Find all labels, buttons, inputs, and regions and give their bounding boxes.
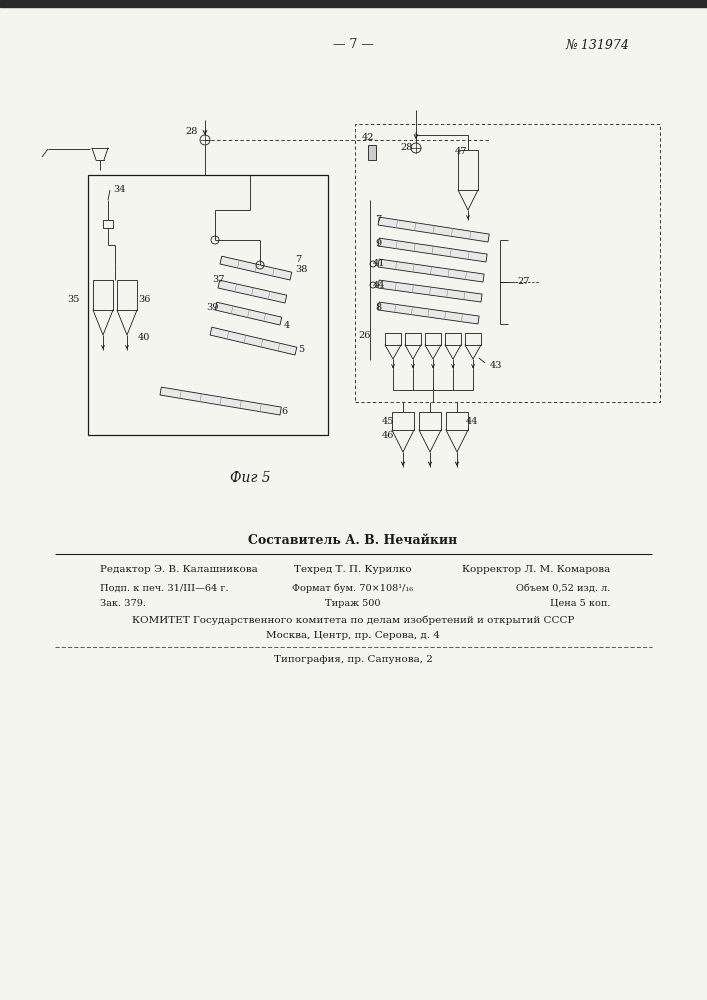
- Text: 26: 26: [358, 330, 370, 340]
- Text: 43: 43: [490, 360, 503, 369]
- Text: Зак. 379.: Зак. 379.: [100, 598, 146, 607]
- Bar: [93, 280, 113, 310]
- Polygon shape: [378, 217, 489, 242]
- Text: Фиг 5: Фиг 5: [230, 471, 270, 485]
- Text: 38: 38: [295, 265, 308, 274]
- Text: 37: 37: [212, 275, 225, 284]
- Text: 6: 6: [281, 408, 287, 416]
- Bar: [103, 220, 113, 228]
- Bar: [419, 412, 441, 430]
- Text: № 131974: № 131974: [565, 38, 629, 51]
- Polygon shape: [218, 280, 287, 303]
- Polygon shape: [220, 256, 292, 280]
- Text: 36: 36: [138, 296, 151, 304]
- Bar: [465, 333, 481, 345]
- Text: КОМИТЕТ Государственного комитета по делам изобретений и открытий СССР: КОМИТЕТ Государственного комитета по дел…: [132, 615, 574, 625]
- Bar: [0, 0, 707, 7]
- Text: 7: 7: [295, 255, 301, 264]
- Bar: [355, 124, 660, 402]
- Polygon shape: [378, 302, 479, 324]
- Bar: [445, 333, 461, 345]
- Text: 27: 27: [517, 277, 530, 286]
- Text: 39: 39: [206, 302, 218, 312]
- Text: 34: 34: [113, 186, 126, 194]
- Polygon shape: [378, 238, 487, 262]
- Polygon shape: [378, 259, 484, 282]
- Text: 41: 41: [373, 259, 385, 268]
- Text: Техред Т. П. Курилко: Техред Т. П. Курилко: [294, 566, 411, 574]
- Text: 40: 40: [138, 332, 151, 342]
- Text: 5: 5: [298, 346, 304, 355]
- Text: — 7 —: — 7 —: [332, 38, 373, 51]
- Bar: [385, 333, 401, 345]
- Text: 28: 28: [185, 127, 197, 136]
- Polygon shape: [210, 327, 297, 355]
- Bar: [405, 333, 421, 345]
- Text: 35: 35: [67, 296, 79, 304]
- Text: Составитель А. В. Нечайкин: Составитель А. В. Нечайкин: [248, 534, 457, 546]
- Bar: [88, 175, 328, 435]
- Text: 44: 44: [373, 280, 385, 290]
- Text: 9: 9: [375, 238, 381, 247]
- Text: Цена 5 коп.: Цена 5 коп.: [549, 598, 610, 607]
- Text: Объем 0,52 изд. л.: Объем 0,52 изд. л.: [515, 584, 610, 592]
- Text: 42: 42: [362, 133, 375, 142]
- Bar: [458, 150, 478, 190]
- Bar: [425, 333, 441, 345]
- Text: 45: 45: [382, 418, 395, 426]
- Bar: [368, 145, 376, 160]
- Text: 4: 4: [284, 320, 291, 330]
- Polygon shape: [215, 302, 282, 325]
- Text: Подп. к печ. 31/III—64 г.: Подп. к печ. 31/III—64 г.: [100, 584, 228, 592]
- Text: 8: 8: [375, 302, 381, 312]
- Text: 47: 47: [455, 147, 467, 156]
- Text: 46: 46: [382, 430, 395, 440]
- Text: 7: 7: [375, 216, 381, 225]
- Text: Тираж 500: Тираж 500: [325, 598, 381, 607]
- Text: Типография, пр. Сапунова, 2: Типография, пр. Сапунова, 2: [274, 656, 433, 664]
- Text: 28: 28: [400, 143, 412, 152]
- Text: Корректор Л. М. Комарова: Корректор Л. М. Комарова: [462, 566, 610, 574]
- Text: Формат бум. 70×108¹/₁₆: Формат бум. 70×108¹/₁₆: [293, 583, 414, 593]
- Bar: [446, 412, 468, 430]
- Polygon shape: [378, 280, 482, 302]
- Bar: [117, 280, 137, 310]
- Text: 44: 44: [466, 418, 479, 426]
- Bar: [392, 412, 414, 430]
- Polygon shape: [160, 387, 281, 415]
- Text: Редактор Э. В. Калашникова: Редактор Э. В. Калашникова: [100, 566, 258, 574]
- Text: Москва, Центр, пр. Серова, д. 4: Москва, Центр, пр. Серова, д. 4: [266, 631, 440, 640]
